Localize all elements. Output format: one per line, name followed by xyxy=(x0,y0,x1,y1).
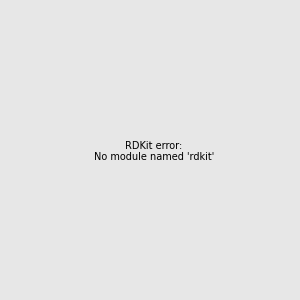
Text: RDKit error:
No module named 'rdkit': RDKit error: No module named 'rdkit' xyxy=(94,141,214,162)
